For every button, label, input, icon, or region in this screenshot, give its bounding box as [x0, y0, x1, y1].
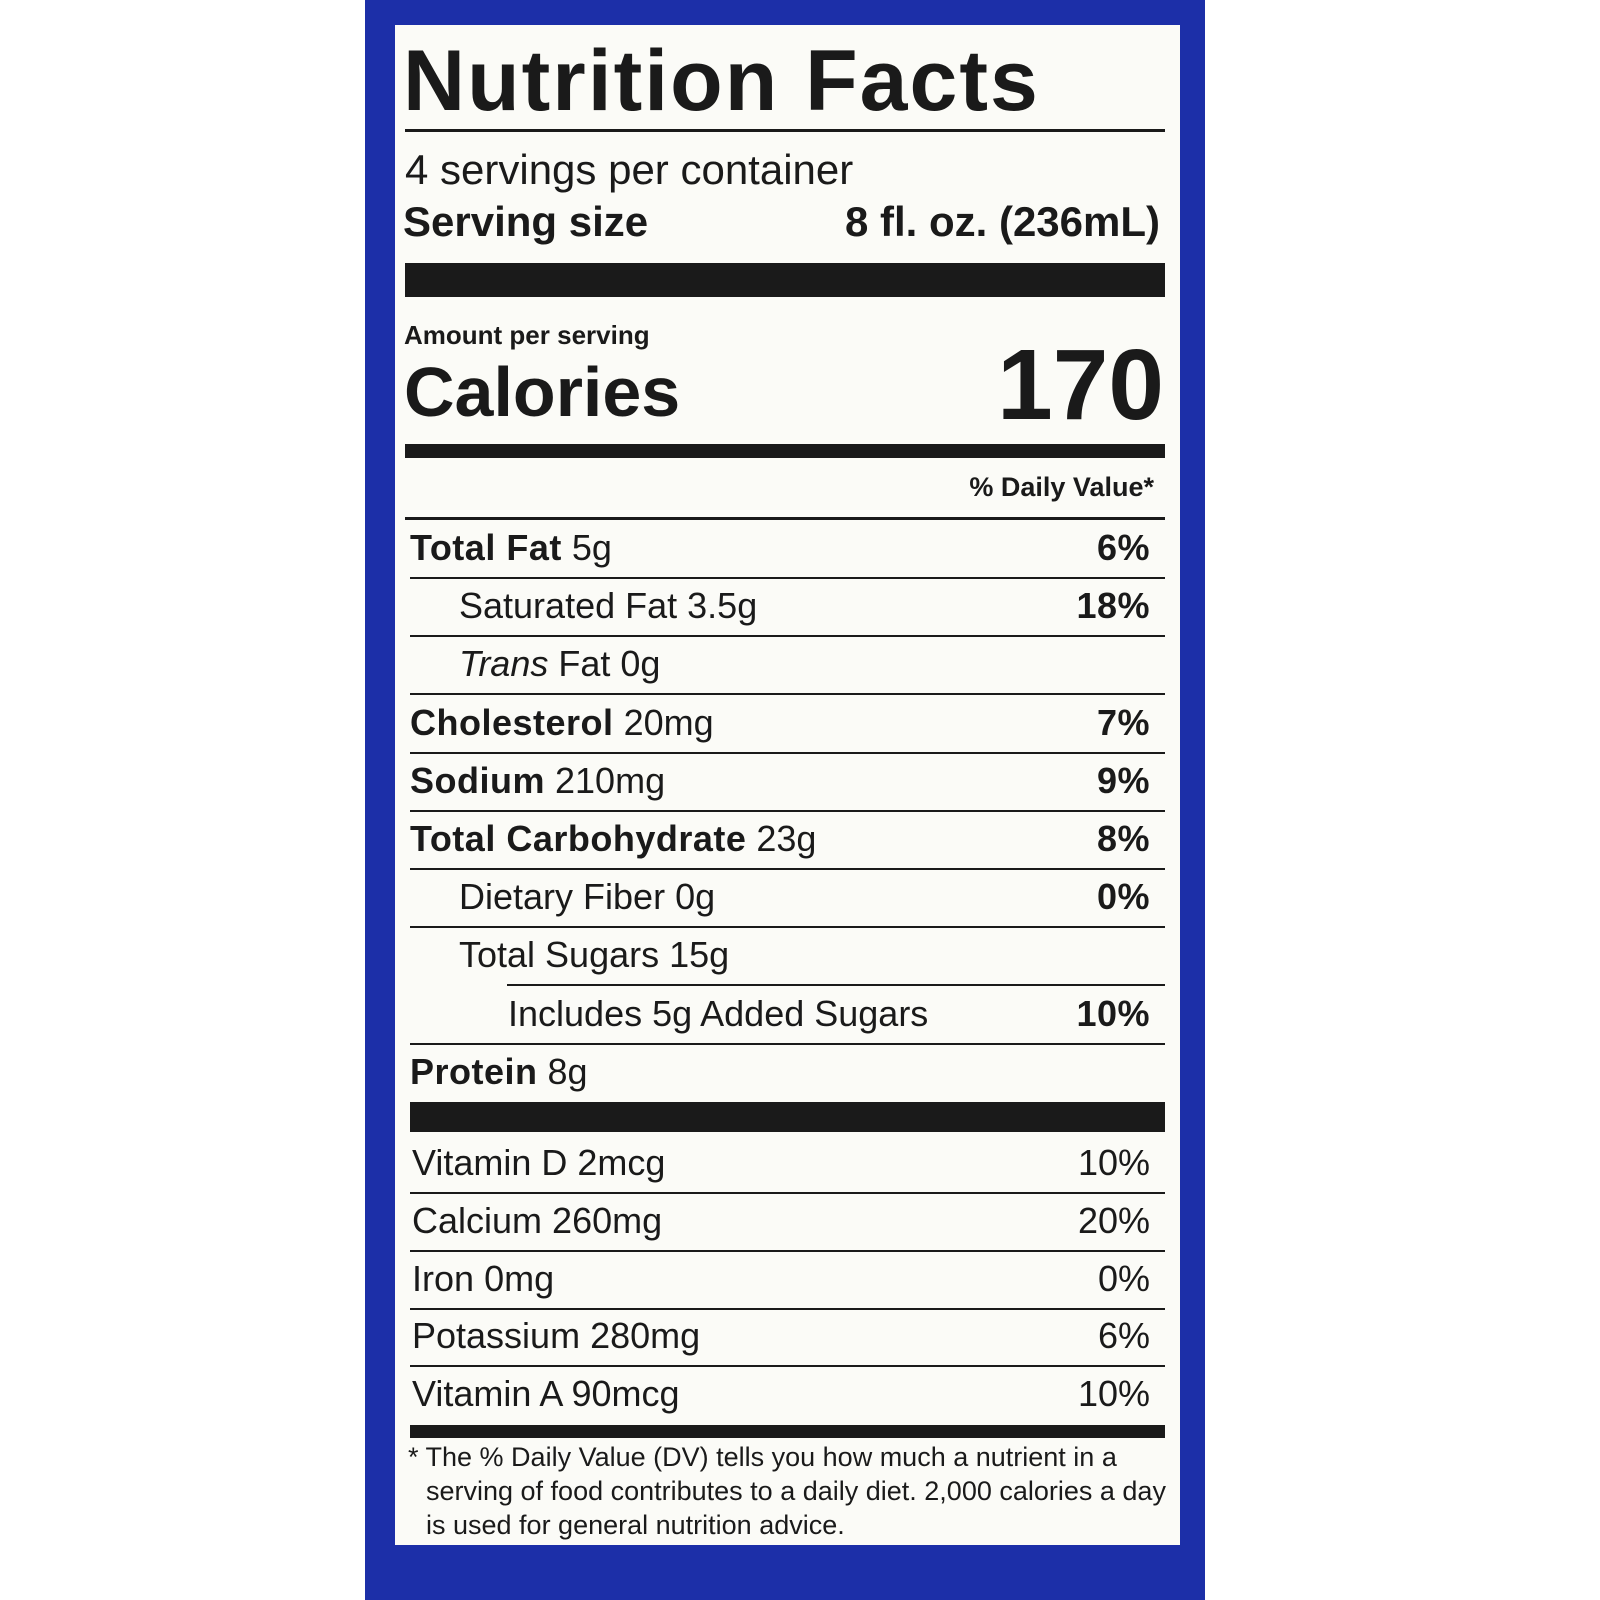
thick-rule — [405, 444, 1165, 458]
vitamin-name: Vitamin A — [412, 1373, 562, 1415]
nutrient-row: Total Carbohydrate 23g 8% — [410, 814, 1150, 864]
daily-value: 6% — [1096, 527, 1150, 568]
vitamin-row: Iron 0mg 0% — [412, 1254, 1150, 1304]
nutrient-name: Saturated Fat — [459, 585, 678, 627]
nutrient-row: Cholesterol 20mg 7% — [410, 698, 1150, 748]
serving-size-value: 8 fl. oz. (236mL) — [844, 198, 1160, 245]
nutrient-name: Includes 5g Added Sugars — [508, 992, 929, 1034]
rule — [410, 635, 1165, 638]
daily-value: 18% — [1076, 585, 1150, 627]
vitamin-row: Vitamin D 2mcg 10% — [412, 1138, 1150, 1188]
rule — [410, 577, 1165, 579]
nutrient-name: Total Carbohydrate — [410, 818, 747, 859]
daily-value: 0% — [1097, 1257, 1150, 1299]
nutrient-amount: 210mg — [555, 759, 666, 801]
calories-value: 170 — [997, 329, 1164, 441]
vitamin-row: Vitamin A 90mcg 10% — [412, 1369, 1150, 1419]
daily-value: 20% — [1077, 1199, 1150, 1241]
thick-rule — [410, 1102, 1165, 1132]
thick-rule — [410, 1425, 1165, 1438]
nutrient-name: Dietary Fiber — [459, 876, 666, 918]
nutrient-name: Total Fat — [410, 527, 562, 568]
nutrient-row: Trans Fat 0g — [459, 639, 1150, 689]
nutrient-row: Protein 8g — [410, 1047, 1150, 1097]
nutrient-amount: 15g — [669, 934, 730, 976]
daily-value: 10% — [1077, 1142, 1150, 1183]
vitamin-row: Potassium 280mg 6% — [412, 1311, 1150, 1361]
daily-value: 8% — [1096, 818, 1150, 859]
nutrient-row: Sodium 210mg 9% — [410, 756, 1150, 806]
vitamin-amount: 2mcg — [577, 1142, 666, 1183]
vitamin-amount: 90mcg — [571, 1373, 680, 1415]
vitamin-name: Potassium — [412, 1315, 581, 1357]
footnote: * The % Daily Value (DV) tells you how m… — [408, 1442, 1166, 1540]
daily-value: 10% — [1076, 992, 1150, 1034]
nutrient-name: Cholesterol — [410, 701, 614, 743]
daily-value: 6% — [1097, 1315, 1150, 1357]
rule — [405, 517, 1165, 520]
nutrient-name: Protein — [410, 1050, 538, 1092]
rule — [410, 926, 1165, 929]
rule — [507, 984, 1165, 987]
nutrient-row: Total Sugars 15g — [459, 930, 1150, 980]
daily-value: 7% — [1096, 701, 1150, 743]
vitamin-amount: 0mg — [484, 1257, 555, 1299]
nutrient-name: Sodium — [410, 759, 545, 801]
nutrient-name: Total Sugars — [459, 934, 660, 976]
rule — [410, 809, 1165, 812]
nutrient-row: Includes 5g Added Sugars 10% — [508, 989, 1150, 1039]
servings: 4 servings per container — [405, 146, 854, 193]
daily-value: 0% — [1096, 876, 1150, 918]
serving-size-label: Serving size — [403, 198, 649, 245]
nutrient-row: Saturated Fat 3.5g 18% — [459, 581, 1150, 631]
vitamin-name: Iron — [412, 1257, 475, 1299]
calories-label: Calories — [404, 353, 681, 431]
nutrient-amount: 23g — [756, 818, 817, 859]
nutrient-amount: 5g — [571, 527, 612, 568]
vitamin-amount: 280mg — [590, 1315, 701, 1357]
rule — [410, 1365, 1165, 1368]
nutrient-amount: 0g — [675, 876, 716, 918]
rule — [410, 1307, 1165, 1310]
vitamin-row: Calcium 260mg 20% — [412, 1196, 1150, 1246]
daily-value: 10% — [1077, 1373, 1150, 1415]
title: Nutrition Facts — [403, 33, 1040, 129]
nutrient-amount: 8g — [547, 1050, 588, 1092]
nutrient-amount: 20mg — [623, 701, 714, 743]
thick-rule — [405, 263, 1165, 297]
amount-per-serving: Amount per serving — [404, 320, 650, 350]
vitamin-name: Vitamin D — [412, 1142, 568, 1183]
rule — [410, 1192, 1165, 1194]
rule — [410, 1042, 1165, 1045]
nutrient-name: Fat — [558, 643, 611, 685]
rule — [410, 1249, 1165, 1252]
rule — [410, 693, 1165, 696]
rule — [410, 751, 1165, 754]
nutrient-amount: 0g — [620, 643, 661, 685]
nutrient-row: Total Fat 5g 6% — [410, 523, 1150, 573]
nutrient-row: Dietary Fiber 0g 0% — [459, 872, 1150, 922]
daily-value: 9% — [1096, 759, 1150, 801]
daily-value-header: % Daily Value* — [969, 472, 1154, 502]
nutrient-amount: 3.5g — [687, 585, 758, 627]
rule — [410, 868, 1165, 870]
nutrient-name-italic: Trans — [459, 643, 549, 685]
rule — [405, 129, 1165, 132]
vitamin-amount: 260mg — [552, 1199, 663, 1241]
vitamin-name: Calcium — [412, 1199, 543, 1241]
